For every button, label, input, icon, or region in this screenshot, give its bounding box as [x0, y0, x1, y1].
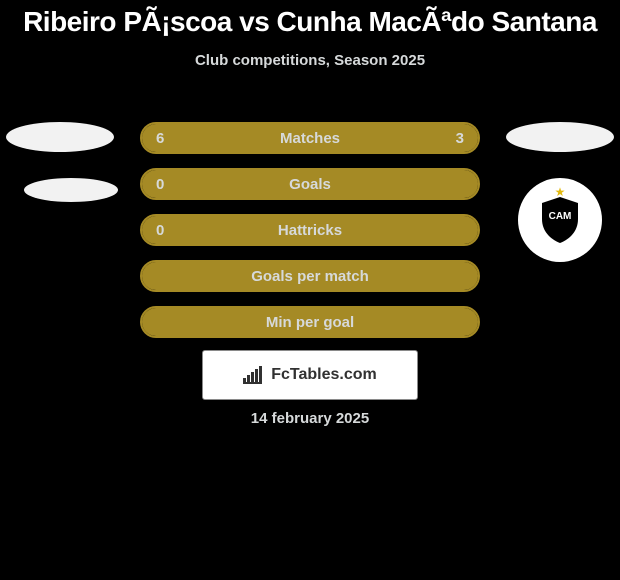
bar-chart-icon	[243, 366, 265, 384]
stat-rows: Matches63Goals0Hattricks0Goals per match…	[140, 122, 480, 352]
stat-right-value: 3	[456, 130, 464, 147]
player2-badge-placeholder-1	[506, 122, 614, 152]
stat-row: Matches6 3	[140, 122, 480, 154]
player1-badge-placeholder-2	[24, 178, 118, 202]
stat-label: Hattricks	[142, 222, 478, 239]
stat-row: Min per goal	[140, 306, 480, 338]
star-icon: ★	[555, 185, 566, 199]
stat-row: Goals per match	[140, 260, 480, 292]
stat-label: Goals per match	[142, 268, 478, 285]
player1-badge-placeholder-1	[6, 122, 114, 152]
date-text: 14 february 2025	[0, 410, 620, 427]
stat-label: Matches	[142, 130, 478, 147]
club-shield-icon: ★ CAM	[538, 195, 582, 245]
stat-left-value: 0	[156, 222, 164, 239]
stat-row: Hattricks0	[140, 214, 480, 246]
stat-left-value: 6	[156, 130, 164, 147]
player2-club-badge: ★ CAM	[518, 178, 602, 262]
club-shield-text: CAM	[549, 211, 572, 222]
page-title: Ribeiro PÃ¡scoa vs Cunha MacÃªdo Santana	[0, 0, 620, 38]
subtitle: Club competitions, Season 2025	[0, 52, 620, 69]
stat-left-value: 0	[156, 176, 164, 193]
stat-label: Min per goal	[142, 314, 478, 331]
stat-row: Goals0	[140, 168, 480, 200]
comparison-card: Ribeiro PÃ¡scoa vs Cunha MacÃªdo Santana…	[0, 0, 620, 580]
brand-box[interactable]: FcTables.com	[202, 350, 418, 400]
stat-label: Goals	[142, 176, 478, 193]
brand-text: FcTables.com	[271, 366, 377, 384]
